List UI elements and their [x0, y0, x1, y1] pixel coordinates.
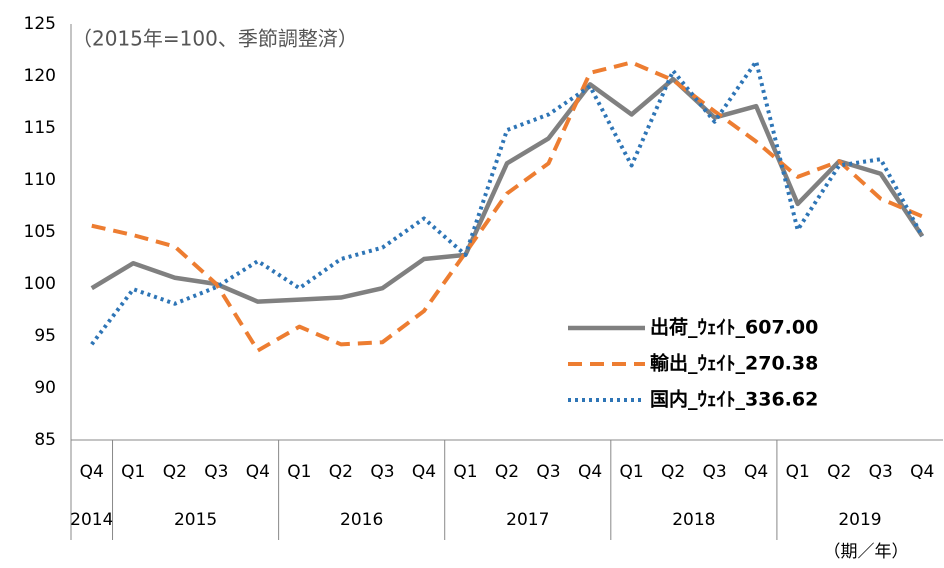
x-tick-label: Q3	[536, 462, 560, 482]
x-tick-label: Q1	[287, 462, 311, 482]
series-line	[90, 59, 924, 346]
x-tick-label: Q4	[744, 462, 768, 482]
x-tick-label: Q2	[661, 462, 685, 482]
x-unit-label: （期／年）	[824, 542, 909, 562]
x-tick-label: Q4	[578, 462, 602, 482]
x-tick-label: Q3	[370, 462, 394, 482]
y-tick-label: 110	[24, 170, 56, 190]
y-tick-label: 105	[24, 222, 56, 242]
x-tick-label: Q2	[827, 462, 851, 482]
y-tick-label: 115	[24, 118, 56, 138]
y-tick-label: 100	[24, 274, 56, 294]
x-group-label: 2017	[506, 510, 549, 530]
x-tick-label: Q4	[412, 462, 436, 482]
x-tick-label: Q1	[619, 462, 643, 482]
x-tick-label: Q2	[163, 462, 187, 482]
x-tick-label: Q3	[204, 462, 228, 482]
y-tick-label: 90	[34, 378, 56, 398]
y-tick-label: 120	[24, 66, 56, 86]
x-group-label: 2018	[672, 510, 715, 530]
y-tick-label: 125	[24, 14, 56, 34]
x-tick-label: Q3	[869, 462, 893, 482]
series-line	[91, 60, 924, 353]
x-tick-label: Q4	[910, 462, 934, 482]
x-group-label: 2015	[174, 510, 217, 530]
x-tick-label: Q4	[80, 462, 104, 482]
chart-subtitle: （2015年=100、季節調整済）	[72, 27, 358, 51]
x-group-label: 2014	[70, 510, 113, 530]
x-tick-label: Q2	[495, 462, 519, 482]
x-group-label: 2016	[340, 510, 383, 530]
legend-label: 輸出_ｳｪｲﾄ_270.38	[650, 352, 818, 375]
x-tick-label: Q2	[329, 462, 353, 482]
x-tick-label: Q3	[703, 462, 727, 482]
y-tick-label: 95	[34, 326, 56, 346]
x-tick-label: Q1	[786, 462, 810, 482]
y-tick-label: 85	[34, 430, 56, 450]
legend-label: 国内_ｳｪｲﾄ_336.62	[650, 388, 818, 411]
x-tick-label: Q1	[453, 462, 477, 482]
x-group-label: 2019	[838, 510, 881, 530]
x-tick-label: Q1	[121, 462, 145, 482]
x-tick-label: Q4	[246, 462, 270, 482]
series-line	[90, 76, 925, 304]
legend-label: 出荷_ｳｪｲﾄ_607.00	[650, 316, 818, 339]
